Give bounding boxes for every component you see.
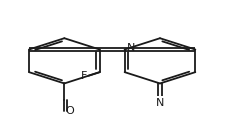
Text: N: N — [156, 98, 164, 108]
Text: N: N — [126, 43, 135, 53]
Text: F: F — [81, 71, 87, 81]
Text: O: O — [66, 106, 75, 116]
